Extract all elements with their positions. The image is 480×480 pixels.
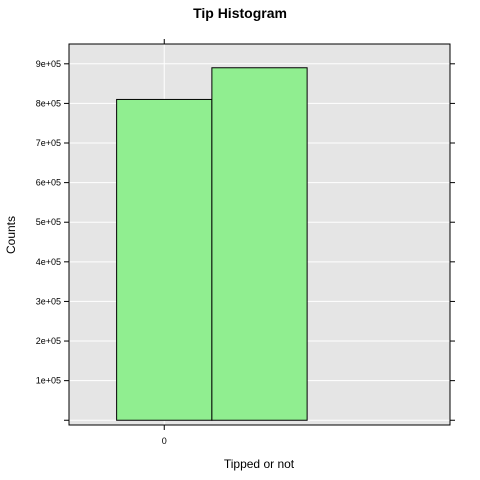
x-tick-label-0: 0 bbox=[162, 436, 167, 446]
y-axis-label: Counts bbox=[4, 216, 18, 254]
histogram-bar-1 bbox=[211, 67, 308, 421]
y-tick-label-4: 5e+05 bbox=[36, 217, 61, 227]
y-tick-label-3: 4e+05 bbox=[36, 257, 61, 267]
y-tick-label-5: 6e+05 bbox=[36, 178, 61, 188]
y-tick-label-7: 8e+05 bbox=[36, 98, 61, 108]
x-axis-label: Tipped or not bbox=[224, 457, 295, 471]
y-tick-label-0: 1e+05 bbox=[36, 376, 61, 386]
chart-title: Tip Histogram bbox=[193, 5, 287, 21]
bars-layer bbox=[116, 67, 308, 421]
histogram-bar-0 bbox=[116, 98, 213, 421]
y-tick-label-2: 3e+05 bbox=[36, 296, 61, 306]
y-tick-label-1: 2e+05 bbox=[36, 336, 61, 346]
y-tick-label-8: 9e+05 bbox=[36, 59, 61, 69]
y-tick-label-6: 7e+05 bbox=[36, 138, 61, 148]
ticks-layer: 1e+05 2e+05 3e+05 4e+05 5e+05 6e+05 7e+05 8e+05… bbox=[36, 39, 455, 446]
plot-panel-border bbox=[68, 43, 451, 426]
